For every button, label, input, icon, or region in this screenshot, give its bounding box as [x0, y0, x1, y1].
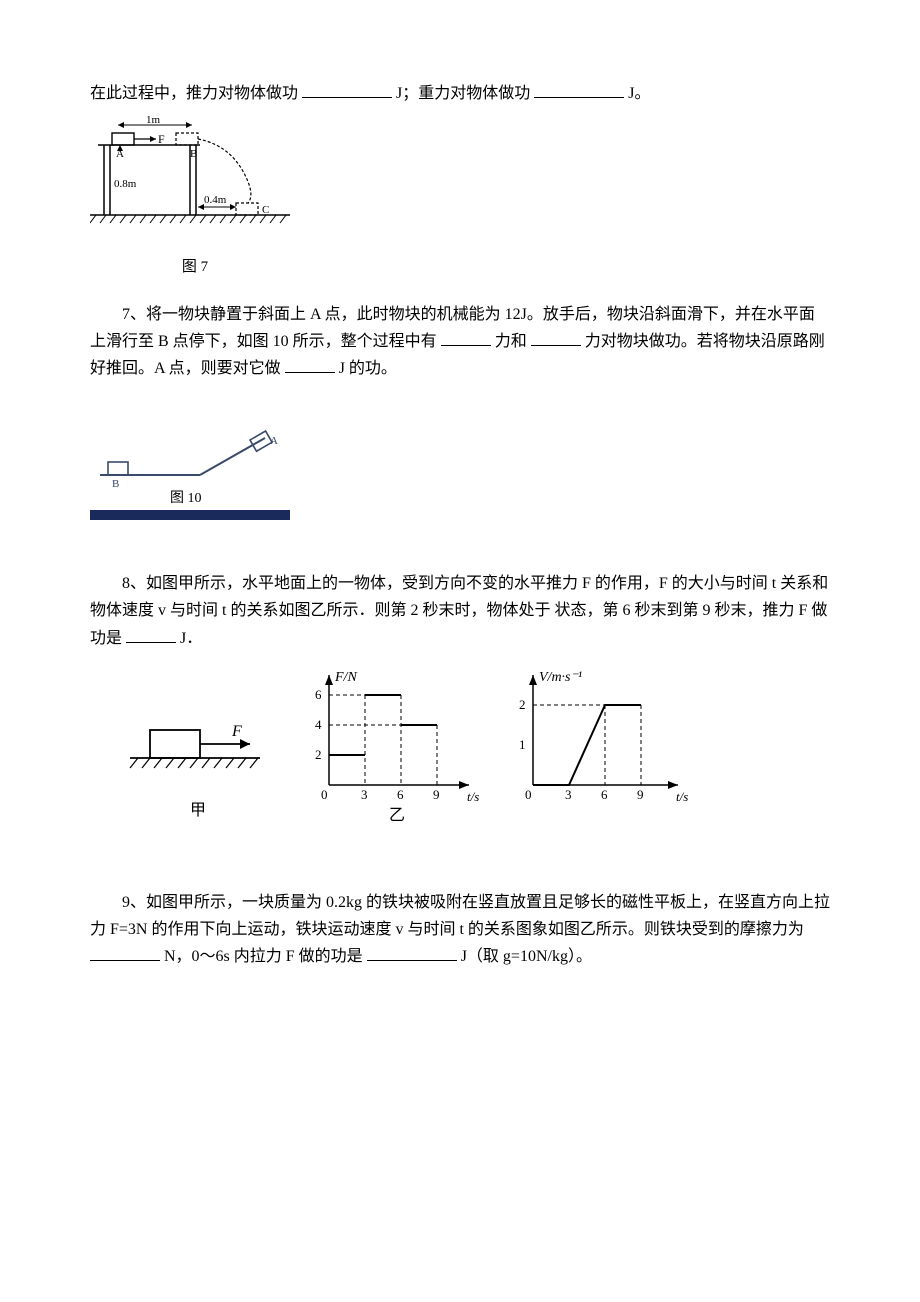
svg-text:6: 6: [601, 787, 608, 802]
q8-F-ylabel: F/N: [334, 670, 357, 685]
svg-text:6: 6: [397, 787, 404, 802]
q8-fig-V: V/m·s⁻¹ t/s 0 3 6 9 1 2: [498, 660, 708, 830]
q7-label-B: B: [112, 478, 119, 490]
svg-text:9: 9: [637, 787, 644, 802]
svg-text:3: 3: [565, 787, 572, 802]
svg-text:0: 0: [525, 787, 532, 802]
q8-F-xlabel: t/s: [467, 789, 479, 804]
svg-text:6: 6: [315, 687, 322, 702]
q7-t2: 力和: [495, 333, 527, 350]
q8-yi-caption: 乙: [389, 807, 405, 824]
label-08m: 0.8m: [114, 178, 137, 190]
svg-text:2: 2: [315, 747, 322, 762]
q7-blank-2: [531, 329, 581, 346]
q7-caption: 图 10: [170, 491, 202, 506]
q9-blank-2: [367, 944, 457, 961]
q6-text-1: 在此过程中，推力对物体做功: [90, 85, 298, 102]
q8-jia-F: F: [231, 723, 242, 740]
q7-blank-3: [285, 356, 335, 373]
q7-blank-1: [441, 329, 491, 346]
q8-V-ylabel: V/m·s⁻¹: [539, 670, 582, 685]
q9-t1: 9、如图甲所示，一块质量为 0.2kg 的铁块被吸附在竖直放置且足够长的磁性平板…: [90, 894, 830, 938]
q7-t4: J 的功。: [339, 360, 397, 377]
q8-jia-caption: 甲: [190, 802, 206, 819]
q8-text: 8、如图甲所示，水平地面上的一物体，受到方向不变的水平推力 F 的作用，F 的大…: [90, 570, 830, 652]
svg-text:0: 0: [321, 787, 328, 802]
q8-fig-jia: F 甲: [120, 660, 290, 830]
svg-text:2: 2: [519, 697, 526, 712]
q6-figure: F 1m A B 0.8m 0.4m C 图 7: [90, 115, 830, 281]
q8-fig-F: F/N t/s 0 3 6 9 2 4 6 乙: [294, 660, 494, 830]
q7-text: 7、将一物块静置于斜面上 A 点，此时物块的机械能为 12J。放手后，物块沿斜面…: [90, 301, 830, 383]
q6-blank-2: [534, 81, 624, 98]
q6-caption: 图 7: [90, 255, 300, 281]
q8-V-xlabel: t/s: [676, 789, 688, 804]
q7-figure: B A 图 10: [90, 420, 830, 520]
q7-ground-bar: [90, 510, 290, 520]
label-B: B: [190, 148, 197, 160]
q9-t3: J（取 g=10N/kg）。: [461, 948, 592, 965]
q9-text: 9、如图甲所示，一块质量为 0.2kg 的铁块被吸附在竖直放置且足够长的磁性平板…: [90, 889, 830, 971]
q6-blank-1: [302, 81, 392, 98]
svg-text:9: 9: [433, 787, 440, 802]
label-1m: 1m: [146, 115, 161, 126]
q7-label-A: A: [270, 435, 278, 447]
q6-diagram-svg: F 1m A B 0.8m 0.4m C: [90, 115, 300, 255]
q8-figure-row: F 甲 F/N t/s 0 3 6 9 2 4: [120, 660, 830, 839]
q9-t2: N，0～6s 内拉力 F 做的功是: [164, 948, 363, 965]
q9-blank-1: [90, 944, 160, 961]
svg-text:3: 3: [361, 787, 368, 802]
label-04m: 0.4m: [204, 194, 227, 206]
label-C: C: [262, 204, 269, 216]
svg-text:4: 4: [315, 717, 322, 732]
q6-text: 在此过程中，推力对物体做功 J；重力对物体做功 J。: [90, 80, 830, 107]
svg-text:1: 1: [519, 737, 526, 752]
q7-diagram-svg: B A 图 10: [90, 420, 290, 510]
label-F: F: [158, 132, 165, 146]
q6-text-2: J；重力对物体做功: [396, 85, 530, 102]
q8-t3: J．: [180, 630, 202, 647]
q6-text-3: J。: [628, 85, 650, 102]
q8-blank-1: [126, 626, 176, 643]
